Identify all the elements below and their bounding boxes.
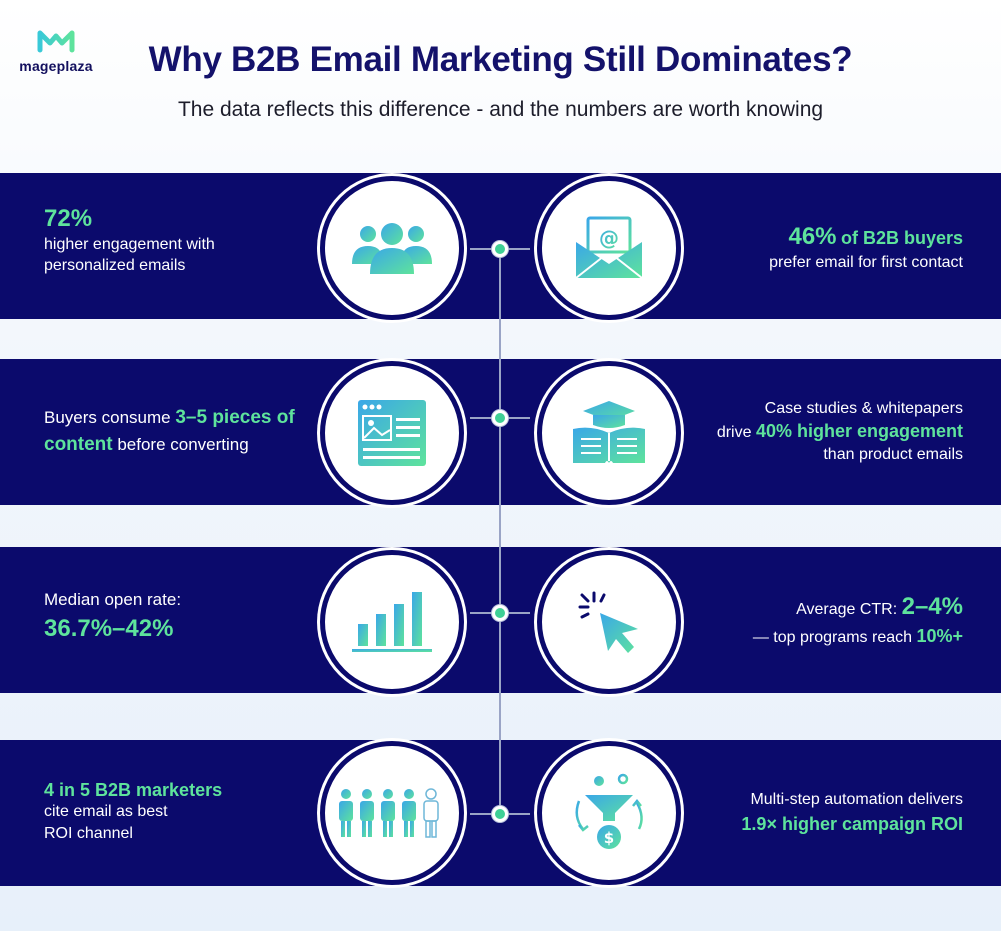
brand-logo: mageplaza <box>18 28 94 74</box>
stat-highlight: content <box>44 434 113 455</box>
funnel-roi-icon: $ <box>575 773 643 849</box>
stat-personalization: 72% higher engagement with personalized … <box>44 204 304 276</box>
bar-chart-icon <box>352 592 432 652</box>
icon-circle-cursor <box>537 550 681 694</box>
mageplaza-logo-icon <box>37 30 75 53</box>
icon-circle-chart <box>320 550 464 694</box>
stat-ctr: Average CTR: 2–4% — top programs reach 1… <box>673 592 963 651</box>
stat-case-studies: Case studies & whitepapers drive 40% hig… <box>673 398 963 466</box>
timeline-line <box>499 248 501 814</box>
stat-text: Buyers consume <box>44 408 176 427</box>
brand-name: mageplaza <box>19 58 93 74</box>
email-envelope-icon: @ <box>575 216 643 279</box>
web-content-icon <box>358 400 426 466</box>
icon-circle-education <box>537 361 681 505</box>
cursor-click-icon <box>578 591 638 653</box>
stat-line: Case studies & whitepapers <box>764 400 963 417</box>
stat-line: Median open rate: <box>44 590 182 609</box>
stat-line: than product emails <box>823 446 963 463</box>
stat-value: 72% <box>44 205 93 232</box>
timeline-dot-4 <box>492 806 508 822</box>
stat-line: higher engagement with <box>44 236 215 253</box>
icon-circle-marketers <box>320 741 464 885</box>
icon-circle-content <box>320 361 464 505</box>
stat-value: 46% <box>788 223 837 250</box>
stat-first-contact: 46% of B2B buyers prefer email for first… <box>673 222 963 273</box>
timeline-dot-1 <box>492 241 508 257</box>
people-row-icon <box>339 788 439 838</box>
icon-circle-email: @ <box>537 176 681 320</box>
stat-line: cite email as best <box>44 803 168 820</box>
stat-text: drive <box>716 424 756 441</box>
stat-highlight: 4 in 5 B2B marketers <box>44 780 223 800</box>
svg-text:@: @ <box>599 226 619 250</box>
timeline-dot-2 <box>492 410 508 426</box>
icon-circle-funnel: $ <box>537 741 681 885</box>
stat-line: ROI channel <box>44 825 133 842</box>
timeline-dot-3 <box>492 605 508 621</box>
stat-value: 36.7%–42% <box>44 615 174 642</box>
stat-line: personalized emails <box>44 257 186 274</box>
icon-circle-people <box>320 176 464 320</box>
page-title: Why B2B Email Marketing Still Dominates? <box>148 40 853 79</box>
stat-content-consumption: Buyers consume 3–5 pieces of content bef… <box>44 404 314 458</box>
stat-automation-roi: Multi-step automation delivers 1.9× high… <box>673 788 963 836</box>
graduation-book-icon <box>573 401 645 463</box>
stat-highlight: 40% higher engagement <box>755 421 963 441</box>
stat-text: — top programs reach <box>752 629 917 646</box>
svg-text:$: $ <box>604 829 614 847</box>
stat-highlight: 1.9× higher campaign ROI <box>741 814 963 834</box>
stat-line: Multi-step automation delivers <box>750 791 963 808</box>
stat-highlight: 3–5 pieces of <box>175 407 295 428</box>
stat-line: prefer email for first contact <box>769 254 963 271</box>
stat-highlight: 10%+ <box>916 626 963 646</box>
stat-text: before converting <box>112 435 249 454</box>
stat-marketers-roi: 4 in 5 B2B marketers cite email as best … <box>44 779 304 845</box>
stat-highlight: of B2B buyers <box>840 228 963 248</box>
stat-value: 2–4% <box>901 593 963 620</box>
people-group-icon <box>352 223 432 274</box>
page-subtitle: The data reflects this difference - and … <box>177 98 824 121</box>
stat-text: Average CTR: <box>796 601 902 618</box>
stat-open-rate: Median open rate: 36.7%–42% <box>44 589 304 644</box>
